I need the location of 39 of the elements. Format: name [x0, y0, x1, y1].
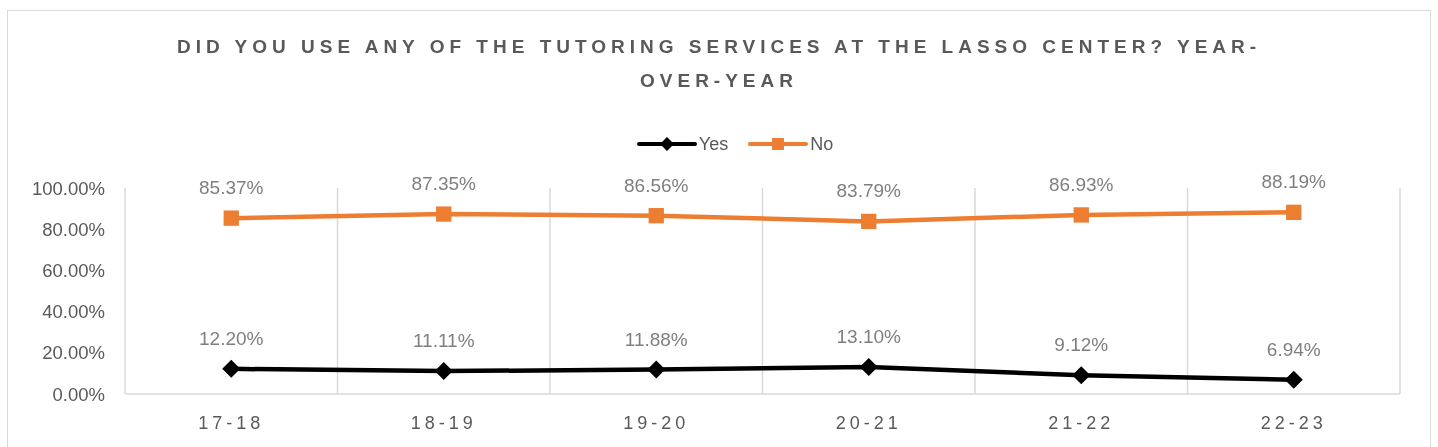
legend-label: Yes	[698, 133, 729, 155]
data-label: 88.19%	[1261, 171, 1327, 193]
data-label: 86.56%	[624, 174, 689, 196]
data-label: 6.94%	[1266, 338, 1321, 360]
x-tick-label: 22-23	[1260, 412, 1327, 433]
point	[223, 210, 239, 226]
point	[434, 362, 453, 381]
y-tick-label: 0.00%	[52, 383, 105, 405]
x-tick-label: 18-19	[410, 412, 477, 433]
data-label: 85.37%	[199, 177, 264, 199]
point	[1286, 204, 1302, 220]
y-tick-label: 60.00%	[42, 259, 105, 281]
legend-label: No	[810, 133, 834, 155]
point	[1072, 366, 1091, 385]
point	[1073, 207, 1089, 223]
data-label: 83.79%	[836, 180, 902, 202]
point	[859, 358, 878, 377]
x-tick-label: 21-22	[1048, 412, 1115, 433]
data-label: 87.35%	[411, 173, 477, 195]
x-tick-label: 20-21	[835, 412, 902, 433]
point	[1284, 370, 1303, 389]
point	[647, 360, 666, 379]
data-label: 13.10%	[836, 326, 902, 348]
y-tick-label: 80.00%	[42, 218, 105, 240]
chart-title: DID YOU USE ANY OF THE TUTORING SERVICES AT THE LASSO CENTER? YEAR-OVER-YEAR	[175, 35, 1263, 93]
y-tick-label: 40.00%	[42, 301, 105, 323]
x-tick-label: 17-18	[198, 412, 265, 433]
point	[861, 213, 877, 230]
point	[436, 206, 452, 222]
x-tick-label: 19-20	[623, 412, 690, 433]
data-label: 12.20%	[199, 327, 264, 349]
data-label: 9.12%	[1054, 334, 1109, 356]
y-tick-label: 100.00%	[31, 177, 105, 199]
point	[222, 359, 241, 378]
data-label: 86.93%	[1049, 173, 1114, 195]
y-tick-label: 20.00%	[42, 342, 105, 364]
point	[648, 208, 664, 224]
data-label: 11.88%	[624, 328, 688, 350]
data-label: 11.11%	[412, 330, 475, 352]
